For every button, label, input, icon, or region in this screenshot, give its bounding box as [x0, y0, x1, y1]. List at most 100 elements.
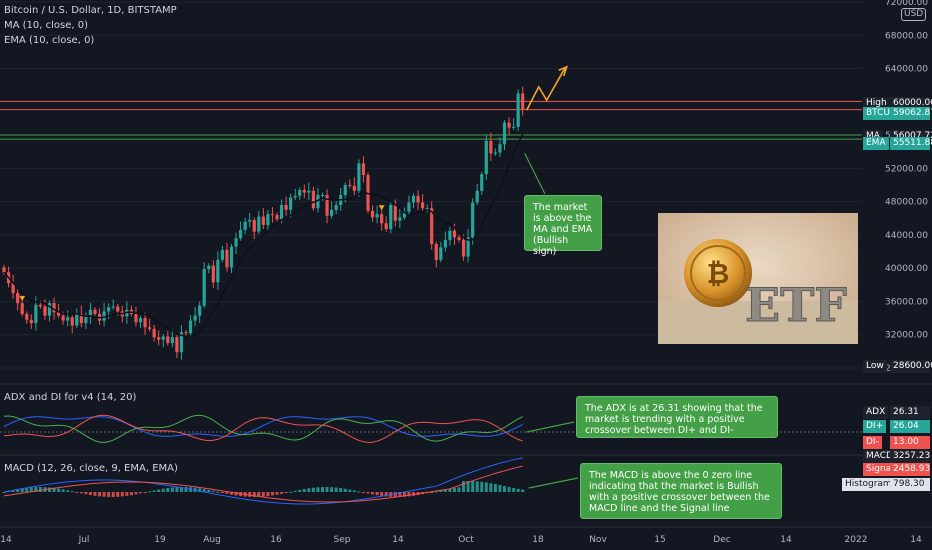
macd-histogram-bar	[125, 492, 129, 496]
macd-histogram-bar	[325, 487, 329, 492]
candle-body	[102, 311, 106, 321]
macd-histogram-bar	[220, 492, 224, 493]
macd-histogram-bar	[439, 490, 443, 492]
price-tick-label: 40000.00	[885, 264, 928, 274]
macd-histogram-bar	[348, 489, 352, 492]
market-note: The market is above the MA and EMA (Bull…	[524, 195, 602, 257]
macd-histogram-bar	[198, 488, 202, 492]
macd-histogram-bar	[498, 485, 502, 492]
candle-body	[66, 317, 70, 321]
candle-body	[2, 267, 6, 273]
candle-body	[257, 216, 261, 232]
candle-body	[443, 239, 447, 248]
candle-body	[148, 327, 152, 329]
macd-histogram-bar	[20, 488, 24, 492]
macd-histogram-bar	[107, 492, 111, 497]
time-tick-label: Oct	[458, 535, 474, 545]
candle-body	[393, 204, 397, 221]
projection-arrowhead	[558, 65, 569, 77]
macd-histogram-bar	[216, 491, 220, 493]
macd-histogram-bar	[134, 492, 138, 495]
time-tick-label: Aug	[203, 535, 221, 545]
macd-histogram-bar	[471, 481, 475, 492]
price-tick-label: 52000.00	[885, 164, 928, 174]
pivot-marker	[378, 205, 385, 211]
candle-body	[298, 189, 302, 196]
candle-body	[79, 313, 83, 324]
time-tick-label: 19	[154, 535, 166, 545]
macd-histogram-bar	[321, 487, 324, 492]
macd-histogram-bar	[339, 488, 343, 492]
candle-body	[375, 214, 379, 218]
candle-body	[157, 337, 161, 340]
price-tick-label: 64000.00	[885, 65, 928, 75]
candle-body	[216, 259, 220, 283]
price-tick-label: 68000.00	[885, 31, 928, 41]
candle-body	[261, 216, 265, 225]
macd-histogram-bar	[457, 487, 461, 492]
candle-body	[211, 265, 215, 283]
adx-line	[3, 416, 523, 437]
macd-histogram-bar	[234, 492, 238, 496]
candle-body	[198, 305, 202, 316]
macd-pane-title[interactable]: MACD (12, 26, close, 9, EMA, EMA)	[4, 463, 178, 474]
price-tick-label: 48000.00	[885, 198, 928, 208]
macd-histogram-bar	[143, 492, 147, 493]
macd-histogram-bar	[93, 492, 97, 496]
macd-histogram-bar	[211, 490, 215, 492]
candle-body	[302, 189, 306, 193]
macd-histogram-bar	[166, 488, 170, 492]
macd-histogram-bar	[152, 490, 156, 492]
candle-body	[275, 214, 279, 220]
time-tick-label: 15	[654, 535, 665, 545]
di-minus-line	[3, 414, 523, 443]
macd-histogram-bar	[521, 489, 525, 492]
candle-body	[407, 202, 411, 212]
candle-body	[430, 208, 434, 245]
svg-text:₿: ₿	[707, 257, 730, 290]
candle-body	[384, 223, 388, 230]
macd-histogram-bar	[466, 481, 470, 492]
macd-histogram-bar	[157, 489, 161, 492]
macd-histogram-bar	[448, 488, 452, 492]
candle-body	[202, 269, 206, 306]
candle-body	[225, 249, 229, 268]
candle-body	[25, 313, 29, 320]
candle-body	[311, 190, 315, 209]
macd-histogram-bar	[343, 488, 347, 492]
macd-histogram-bar	[230, 492, 233, 495]
candle-body	[184, 332, 188, 334]
macd-histogram-bar	[11, 490, 15, 492]
macd-histogram-bar	[352, 490, 356, 492]
ema-indicator-label[interactable]: EMA (10, close, 0)	[4, 35, 95, 46]
candle-body	[489, 140, 493, 154]
currency-badge[interactable]: USD	[901, 8, 927, 21]
signal-tag-value: 2458.93	[890, 463, 930, 476]
ma-indicator-label[interactable]: MA (10, close, 0)	[4, 20, 89, 31]
symbol-title[interactable]: Bitcoin / U.S. Dollar, 1D, BITSTAMP	[4, 5, 177, 16]
macd-histogram-bar	[266, 492, 270, 497]
macd-histogram-bar	[70, 491, 74, 493]
macd-histogram-bar	[25, 487, 29, 492]
candle-body	[516, 93, 520, 127]
macd-histogram-bar	[293, 490, 297, 492]
macd-histogram-bar	[129, 492, 133, 496]
candle-body	[75, 313, 79, 326]
macd-histogram-bar	[88, 492, 92, 496]
time-tick-label: 2022	[845, 535, 868, 545]
macd-histogram-bar	[507, 487, 511, 492]
candle-body	[452, 230, 457, 238]
candle-body	[266, 214, 270, 225]
adx-pane-title[interactable]: ADX and DI for v4 (14, 20)	[4, 392, 137, 403]
candle-body	[502, 122, 507, 145]
candle-body	[207, 265, 211, 270]
candle-body	[248, 219, 252, 222]
candle-body	[111, 306, 115, 308]
candle-body	[134, 313, 138, 323]
bitcoin-coin-icon	[684, 239, 752, 307]
macd-histogram-bar	[207, 489, 211, 492]
candle-body	[179, 332, 184, 353]
macd-histogram-bar	[202, 489, 206, 492]
macd-histogram-bar	[38, 487, 42, 492]
candle-body	[20, 303, 24, 314]
